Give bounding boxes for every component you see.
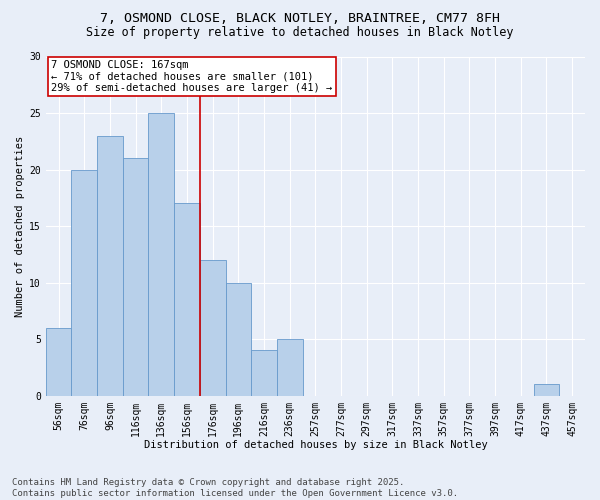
- Bar: [174, 204, 200, 396]
- Bar: [71, 170, 97, 396]
- Text: 7 OSMOND CLOSE: 167sqm
← 71% of detached houses are smaller (101)
29% of semi-de: 7 OSMOND CLOSE: 167sqm ← 71% of detached…: [51, 60, 332, 93]
- Y-axis label: Number of detached properties: Number of detached properties: [15, 136, 25, 316]
- Text: Size of property relative to detached houses in Black Notley: Size of property relative to detached ho…: [86, 26, 514, 39]
- Bar: [277, 339, 302, 396]
- Text: Contains HM Land Registry data © Crown copyright and database right 2025.
Contai: Contains HM Land Registry data © Crown c…: [12, 478, 458, 498]
- Bar: [46, 328, 71, 396]
- Bar: [200, 260, 226, 396]
- Bar: [97, 136, 123, 396]
- X-axis label: Distribution of detached houses by size in Black Notley: Distribution of detached houses by size …: [143, 440, 487, 450]
- Bar: [148, 113, 174, 396]
- Bar: [226, 282, 251, 396]
- Bar: [251, 350, 277, 396]
- Text: 7, OSMOND CLOSE, BLACK NOTLEY, BRAINTREE, CM77 8FH: 7, OSMOND CLOSE, BLACK NOTLEY, BRAINTREE…: [100, 12, 500, 26]
- Bar: [123, 158, 148, 396]
- Bar: [533, 384, 559, 396]
